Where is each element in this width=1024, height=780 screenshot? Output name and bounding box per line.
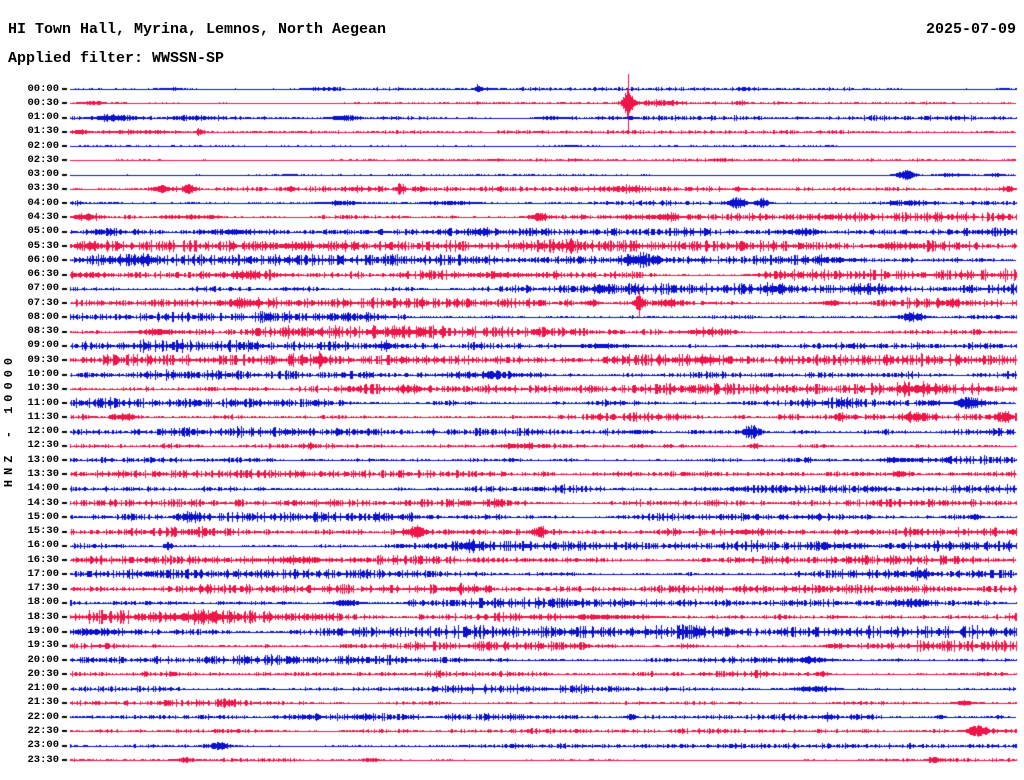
time-label: 12:30: [27, 439, 59, 452]
time-label: 06:30: [27, 268, 59, 281]
time-label: 12:00: [27, 425, 59, 438]
time-label: 19:30: [27, 639, 59, 652]
time-label: 09:30: [27, 353, 59, 366]
time-label: 00:30: [27, 96, 59, 109]
time-label: 13:30: [27, 467, 59, 480]
time-label: 15:00: [27, 510, 59, 523]
time-label: 08:00: [27, 310, 59, 323]
time-label: 01:00: [27, 111, 59, 124]
time-label: 07:30: [27, 296, 59, 309]
time-label: 19:00: [27, 625, 59, 638]
time-label: 23:00: [27, 739, 59, 752]
time-label: 14:30: [27, 496, 59, 509]
time-label: 20:00: [27, 653, 59, 666]
time-label: 14:00: [27, 482, 59, 495]
time-label: 22:30: [27, 724, 59, 737]
time-label: 16:30: [27, 553, 59, 566]
time-label: 22:00: [27, 710, 59, 723]
time-label: 01:30: [27, 125, 59, 138]
time-label: 05:00: [27, 225, 59, 238]
time-label: 02:30: [27, 153, 59, 166]
time-label: 18:00: [27, 596, 59, 609]
time-label: 18:30: [27, 610, 59, 623]
station-title: HI Town Hall, Myrina, Lemnos, North Aege…: [8, 21, 387, 38]
time-label: 11:30: [27, 410, 59, 423]
date-label: 2025-07-09: [925, 21, 1016, 38]
time-label: 02:00: [27, 139, 59, 152]
time-label: 20:30: [27, 667, 59, 680]
time-label: 17:00: [27, 567, 59, 580]
time-label: 10:00: [27, 368, 59, 381]
time-label: 04:30: [27, 210, 59, 223]
time-label: 16:00: [27, 539, 59, 552]
time-label: 03:00: [27, 168, 59, 181]
filter-label: Applied filter: WWSSN-SP: [8, 50, 225, 67]
time-label: 07:00: [27, 282, 59, 295]
time-label: 03:30: [27, 182, 59, 195]
time-label: 10:30: [27, 382, 59, 395]
time-label: 21:30: [27, 696, 59, 709]
time-label: 09:00: [27, 339, 59, 352]
time-label: 23:30: [27, 753, 59, 766]
time-label: 04:00: [27, 196, 59, 209]
time-label: 13:00: [27, 453, 59, 466]
time-label: 11:00: [27, 396, 59, 409]
time-label: 05:30: [27, 239, 59, 252]
time-label: 21:00: [27, 682, 59, 695]
time-label: 00:00: [27, 82, 59, 95]
time-label: 06:00: [27, 253, 59, 266]
time-label: 17:30: [27, 582, 59, 595]
time-label: 15:30: [27, 525, 59, 538]
time-label: 08:30: [27, 325, 59, 338]
